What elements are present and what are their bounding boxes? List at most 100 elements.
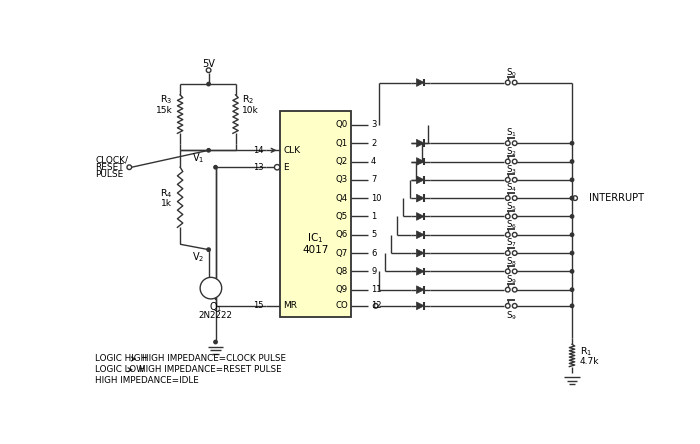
Text: S$_3$: S$_3$ [506, 163, 517, 176]
Text: R$_2$: R$_2$ [241, 93, 254, 106]
Text: V$_2$: V$_2$ [192, 250, 204, 264]
Text: S$_9$: S$_9$ [505, 274, 517, 286]
Circle shape [505, 196, 510, 200]
Circle shape [512, 304, 517, 308]
Text: Q0: Q0 [336, 120, 348, 129]
Circle shape [214, 341, 217, 344]
Text: Q4: Q4 [336, 194, 348, 202]
Circle shape [274, 165, 280, 170]
Text: Q1: Q1 [336, 139, 348, 148]
Text: Q$_1$: Q$_1$ [209, 300, 222, 313]
Text: 10: 10 [371, 194, 382, 202]
Circle shape [505, 232, 510, 237]
Text: 11: 11 [371, 285, 382, 294]
Circle shape [570, 270, 574, 273]
Polygon shape [416, 139, 424, 147]
Circle shape [512, 214, 517, 219]
Polygon shape [416, 302, 424, 310]
Circle shape [505, 214, 510, 219]
Circle shape [570, 196, 574, 200]
Circle shape [505, 159, 510, 164]
Text: 9: 9 [371, 267, 377, 276]
Text: S$_2$: S$_2$ [506, 145, 517, 158]
Text: 3: 3 [371, 120, 377, 129]
Circle shape [512, 196, 517, 200]
Text: CLOCK/: CLOCK/ [95, 156, 128, 165]
Text: 14: 14 [253, 146, 263, 155]
Circle shape [200, 278, 222, 299]
Circle shape [505, 80, 510, 85]
Circle shape [127, 165, 132, 170]
Text: CLK: CLK [284, 146, 300, 155]
Bar [280, 111, 351, 317]
Text: S$_8$: S$_8$ [505, 255, 517, 268]
Text: R$_4$: R$_4$ [160, 187, 172, 200]
Circle shape [570, 142, 574, 145]
Text: LOGIC HIGH: LOGIC HIGH [95, 354, 148, 364]
Circle shape [512, 232, 517, 237]
Text: E: E [284, 163, 289, 172]
Text: 4017: 4017 [302, 246, 329, 255]
Text: Q8: Q8 [336, 267, 348, 276]
Text: HIGH IMPEDANCE=IDLE: HIGH IMPEDANCE=IDLE [95, 376, 200, 385]
Circle shape [570, 178, 574, 182]
Text: Q3: Q3 [336, 175, 348, 184]
Text: PULSE: PULSE [95, 170, 124, 178]
Text: RESET: RESET [95, 163, 124, 172]
Circle shape [214, 166, 217, 169]
Text: Q6: Q6 [336, 230, 348, 239]
Circle shape [505, 251, 510, 255]
Circle shape [207, 149, 210, 152]
Text: 5: 5 [371, 230, 377, 239]
Polygon shape [416, 268, 424, 275]
Text: S$_1$: S$_1$ [506, 127, 517, 139]
Circle shape [207, 248, 210, 251]
Circle shape [512, 141, 517, 146]
Polygon shape [416, 286, 424, 293]
Text: 7: 7 [371, 175, 377, 184]
Polygon shape [416, 158, 424, 165]
Polygon shape [416, 213, 424, 220]
Circle shape [512, 80, 517, 85]
Text: HIGH IMPEDANCE=CLOCK PULSE: HIGH IMPEDANCE=CLOCK PULSE [142, 354, 286, 364]
Text: INTERRUPT: INTERRUPT [589, 193, 644, 203]
Circle shape [570, 196, 574, 200]
Text: Q7: Q7 [336, 249, 348, 258]
Text: LOGIC LOW: LOGIC LOW [95, 365, 145, 374]
Circle shape [505, 178, 510, 182]
Circle shape [512, 159, 517, 164]
Text: 4: 4 [371, 157, 377, 166]
Polygon shape [416, 176, 424, 184]
Text: 10k: 10k [241, 106, 258, 115]
Polygon shape [416, 79, 424, 87]
Circle shape [570, 233, 574, 237]
Circle shape [570, 288, 574, 291]
Circle shape [573, 196, 577, 200]
Polygon shape [416, 194, 424, 202]
Circle shape [570, 251, 574, 255]
Text: 1k: 1k [162, 199, 172, 208]
Text: R$_3$: R$_3$ [160, 93, 172, 106]
Text: IC$_1$: IC$_1$ [307, 231, 324, 245]
Text: S$_6$: S$_6$ [505, 218, 517, 231]
Text: S$_5$: S$_5$ [506, 200, 517, 213]
Circle shape [505, 141, 510, 146]
Text: V$_1$: V$_1$ [192, 151, 204, 165]
Circle shape [512, 178, 517, 182]
Text: 15k: 15k [155, 106, 172, 115]
Text: S$_4$: S$_4$ [505, 182, 517, 194]
Text: R$_1$: R$_1$ [580, 345, 592, 358]
Circle shape [505, 304, 510, 308]
Text: Q5: Q5 [336, 212, 348, 221]
Circle shape [505, 269, 510, 274]
Circle shape [505, 287, 510, 292]
Text: S$_9$: S$_9$ [505, 309, 517, 322]
Text: 12: 12 [371, 301, 382, 310]
Text: MR: MR [284, 301, 298, 310]
Circle shape [570, 304, 574, 308]
Text: Q2: Q2 [336, 157, 348, 166]
Text: 6: 6 [371, 249, 377, 258]
Text: S$_7$: S$_7$ [506, 237, 517, 249]
Text: 5V: 5V [202, 59, 215, 69]
Circle shape [373, 304, 378, 308]
